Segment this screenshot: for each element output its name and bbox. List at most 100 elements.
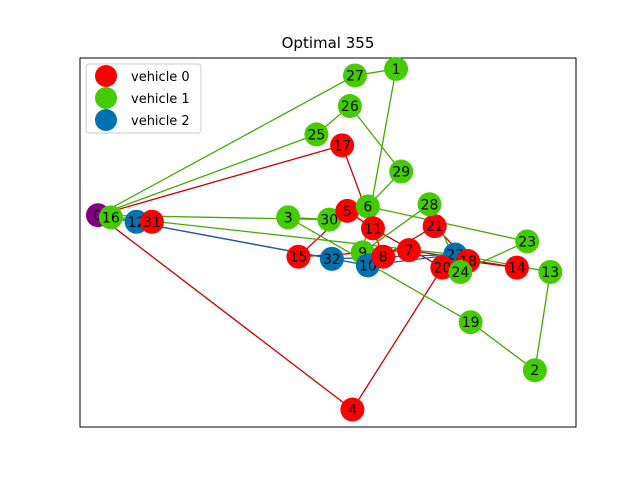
node-label-1: 1 [392,62,401,78]
node-label-31: 31 [143,215,161,231]
node-label-6: 6 [363,199,372,215]
node-marker-25 [304,122,329,147]
node-marker-6 [355,194,380,219]
node-marker-23 [515,229,540,254]
node-label-24: 24 [451,265,469,281]
node-32: 32 [319,246,344,271]
node-8: 8 [371,244,396,269]
node-label-16: 16 [102,210,120,226]
node-label-23: 23 [518,234,536,250]
route-edge-vehicle-1-9-28 [362,203,430,253]
node-label-17: 17 [333,138,351,154]
node-label-25: 25 [308,127,326,143]
node-25: 25 [304,122,329,147]
route-edge-vehicle-0-0-17 [97,144,343,216]
route-edge-vehicle-1-23-6 [367,205,528,243]
node-label-14: 14 [508,261,526,277]
legend: vehicle 0 vehicle 1 vehicle 2 [85,63,202,134]
node-label-13: 13 [541,265,559,281]
legend-marker-vehicle-0 [95,65,117,87]
node-marker-21 [422,214,447,239]
node-label-3: 3 [284,210,293,226]
node-label-32: 32 [323,252,341,268]
node-label-2: 2 [530,363,539,379]
node-marker-15 [286,244,311,269]
node-marker-3 [276,205,301,230]
node-label-8: 8 [379,250,388,266]
route-edge-vehicle-1-0-27 [97,74,356,216]
node-23: 23 [515,229,540,254]
node-3: 3 [276,205,301,230]
node-label-4: 4 [348,403,357,419]
node-marker-7 [396,238,421,263]
legend-marker-vehicle-1 [95,87,117,109]
node-4: 4 [340,397,365,422]
node-marker-32 [319,246,344,271]
legend-label-vehicle-1: vehicle 1 [131,92,190,107]
node-13: 13 [538,259,563,284]
node-marker-11 [360,216,385,241]
node-marker-14 [504,255,529,280]
node-31: 31 [139,209,164,234]
node-label-29: 29 [392,165,410,181]
node-marker-31 [139,209,164,234]
node-21: 21 [422,214,447,239]
route-edge-vehicle-1-2-13 [534,271,551,371]
node-7: 7 [396,238,421,263]
node-label-10: 10 [359,258,377,274]
node-26: 26 [337,94,362,119]
node-5: 5 [335,198,360,223]
node-1: 1 [384,56,409,81]
node-label-0: 0 [94,208,103,224]
node-marker-1 [384,56,409,81]
node-marker-26 [337,94,362,119]
node-label-11: 11 [364,221,382,237]
node-30: 30 [317,207,342,232]
node-label-7: 7 [404,243,413,259]
node-marker-20 [430,255,455,280]
legend-label-vehicle-0: vehicle 0 [131,70,190,85]
node-6: 6 [355,194,380,219]
legend-label-vehicle-2: vehicle 2 [131,114,190,129]
route-edge-vehicle-1-19-2 [470,321,536,371]
route-edge-vehicle-1-25-0 [97,133,317,216]
legend-marker-vehicle-2 [95,109,117,131]
node-label-19: 19 [462,315,480,331]
route-edge-vehicle-0-20-4 [351,267,443,410]
node-marker-13 [538,259,563,284]
node-label-21: 21 [426,219,444,235]
node-28: 28 [417,192,442,217]
node-20: 20 [430,255,455,280]
node-marker-17 [330,133,355,158]
node-17: 17 [330,133,355,158]
node-marker-5 [335,198,360,223]
node-marker-28 [417,192,442,217]
node-marker-30 [317,207,342,232]
node-label-20: 20 [433,261,451,277]
node-label-28: 28 [421,197,439,213]
node-24: 24 [448,259,473,284]
route-edge-vehicle-1-29-26 [349,105,402,172]
node-label-30: 30 [320,213,338,229]
chart-title: Optimal 355 [282,34,375,52]
node-16: 16 [98,205,123,230]
node-11: 11 [360,216,385,241]
node-29: 29 [389,159,414,184]
route-edge-vehicle-1-3-19 [287,216,471,323]
node-marker-8 [371,244,396,269]
node-19: 19 [458,310,483,335]
node-14: 14 [504,255,529,280]
node-marker-4 [340,397,365,422]
node-15: 15 [286,244,311,269]
node-label-27: 27 [346,68,364,84]
node-label-5: 5 [343,204,352,220]
node-marker-24 [448,259,473,284]
node-label-26: 26 [341,99,359,115]
node-marker-29 [389,159,414,184]
node-marker-19 [458,310,483,335]
node-marker-27 [342,63,367,88]
node-marker-16 [98,205,123,230]
node-marker-2 [522,358,547,383]
